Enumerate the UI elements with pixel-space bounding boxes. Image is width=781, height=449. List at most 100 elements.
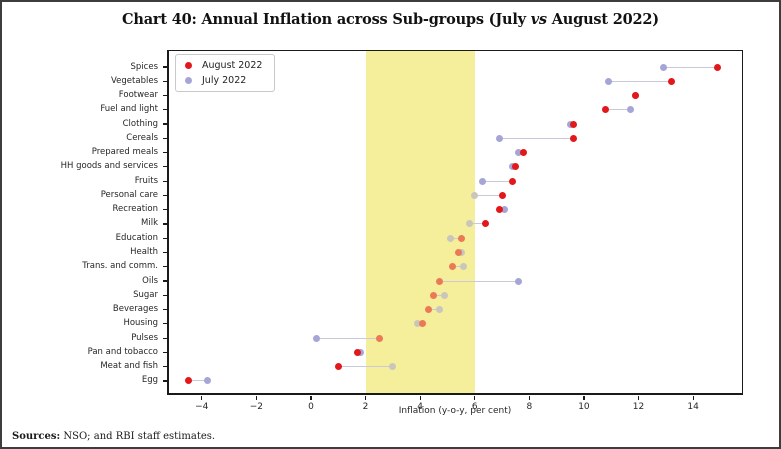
data-point-july <box>501 206 509 214</box>
x-axis-tick-label: 10 <box>578 402 590 412</box>
chart-title-part1: Chart 40: Annual Inflation across Sub-gr… <box>122 11 531 28</box>
y-axis-label: Pulses <box>131 332 158 343</box>
data-point-august <box>520 149 528 157</box>
legend-label-august: August 2022 <box>202 60 263 71</box>
legend-row-august: August 2022 <box>185 60 262 71</box>
data-point-august <box>424 306 432 314</box>
y-axis-label: Fruits <box>134 175 158 186</box>
connector-line <box>433 294 445 296</box>
data-point-july <box>389 363 397 371</box>
legend-swatch-august <box>185 62 192 69</box>
x-axis-tick <box>583 396 585 400</box>
y-axis-label: Prepared meals <box>91 147 158 158</box>
data-point-august <box>569 134 577 142</box>
y-axis-tick <box>163 351 167 353</box>
y-axis-tick <box>163 109 167 111</box>
x-axis-tick <box>255 396 257 400</box>
y-axis-tick <box>163 80 167 82</box>
footer-sources: Sources: NSO; and RBI staff estimates. <box>12 431 215 442</box>
connector-line <box>482 180 513 182</box>
y-axis-label: Spices <box>130 61 158 72</box>
x-axis-tick-label: −4 <box>195 402 209 412</box>
y-axis-tick <box>163 308 167 311</box>
data-point-august <box>334 363 342 371</box>
data-point-august <box>430 291 438 299</box>
y-axis-label: Meat and fish <box>100 361 158 372</box>
x-axis-tick-label: 0 <box>308 402 314 412</box>
data-point-july <box>626 106 634 114</box>
x-axis-tick-label: 14 <box>687 402 699 412</box>
y-axis-tick <box>163 137 167 139</box>
y-axis-label: Clothing <box>122 118 158 129</box>
y-axis-tick <box>163 380 167 382</box>
legend-label-july: July 2022 <box>202 75 247 86</box>
data-point-august <box>509 177 517 185</box>
chart-title-vs: vs <box>530 11 547 28</box>
data-point-july <box>441 291 449 299</box>
y-axis-label: Beverages <box>112 304 158 315</box>
x-axis-tick <box>201 396 203 400</box>
tolerance-band <box>365 51 475 393</box>
y-axis-label: Milk <box>141 218 158 229</box>
connector-line <box>428 309 440 311</box>
data-point-july <box>495 134 503 142</box>
data-point-july <box>465 220 473 228</box>
data-point-august <box>353 348 361 356</box>
y-axis-tick <box>163 194 167 197</box>
x-axis-tick <box>637 396 640 400</box>
data-point-august <box>714 63 722 71</box>
footer-sources-label: Sources: <box>12 431 61 442</box>
data-point-august <box>495 206 503 214</box>
y-axis-tick <box>163 166 167 168</box>
x-axis-tick-label: 6 <box>471 402 478 412</box>
data-point-august <box>512 163 520 171</box>
y-axis-tick <box>163 223 167 225</box>
data-point-july <box>312 334 320 342</box>
y-axis-label: Recreation <box>112 204 158 215</box>
data-point-august <box>454 249 462 256</box>
data-point-july <box>413 320 421 328</box>
connector-line <box>605 109 631 111</box>
data-point-august <box>569 120 577 128</box>
x-axis-tick <box>419 396 421 400</box>
x-axis-title: Inflation (y-o-y, per cent) <box>398 406 512 416</box>
y-axis-label: Fuel and light <box>100 104 158 115</box>
data-point-august <box>498 191 506 199</box>
data-point-august <box>435 277 443 285</box>
data-point-july <box>203 377 211 385</box>
x-axis-tick <box>528 396 530 400</box>
x-axis-tick-label: 4 <box>417 402 424 412</box>
y-axis-label: Personal care <box>100 189 158 200</box>
data-point-august <box>457 234 465 242</box>
y-axis-label: Vegetables <box>111 75 158 86</box>
plot-area: August 2022 July 2022 Spices Vegetables Fo… <box>61 50 743 412</box>
y-axis-tick <box>163 94 167 97</box>
data-point-july <box>659 63 667 71</box>
connector-line <box>499 137 574 139</box>
connector-line <box>439 280 519 282</box>
data-point-july <box>479 177 487 185</box>
connector-line <box>316 337 380 339</box>
chart-title: Chart 40: Annual Inflation across Sub-gr… <box>2 11 779 28</box>
y-axis-tick <box>163 251 167 254</box>
data-point-august <box>482 220 490 228</box>
data-point-july <box>471 191 479 199</box>
connector-line <box>450 237 462 239</box>
y-axis-tick <box>163 180 167 182</box>
y-axis-label: Health <box>130 247 158 257</box>
data-point-august <box>419 320 427 328</box>
y-axis-label: Education <box>115 232 158 243</box>
data-point-july <box>514 149 522 157</box>
y-axis-label: Trans. and comm. <box>82 261 158 272</box>
x-axis-tick-label: −2 <box>249 402 263 412</box>
y-axis-label: Oils <box>142 275 158 286</box>
y-axis-tick <box>163 152 167 154</box>
y-axis-tick <box>163 123 167 125</box>
y-axis-tick <box>163 237 167 239</box>
footer-sources-text: NSO; and RBI staff estimates. <box>60 431 216 442</box>
y-axis-label: Pan and tobacco <box>87 346 158 357</box>
connector-line <box>663 66 718 68</box>
x-axis-tick-label: 12 <box>632 402 645 412</box>
data-point-august <box>632 92 640 100</box>
